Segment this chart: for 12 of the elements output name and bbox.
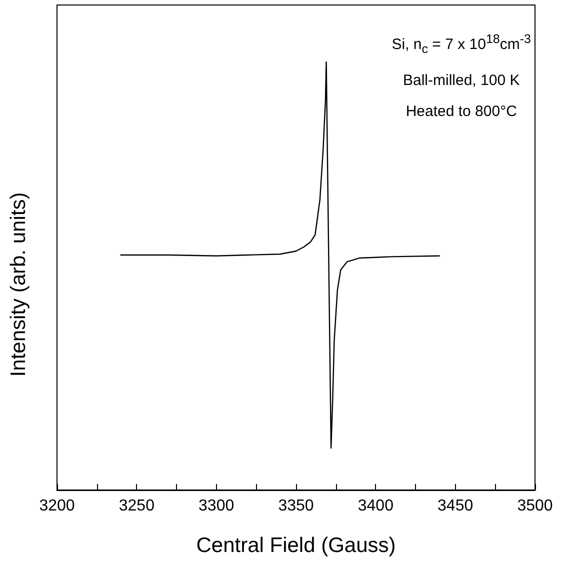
text: Si, n$_{c}$ = 7 x 10$^{18}$cm$^{-3}$ — [392, 31, 531, 58]
y-axis-title: Intensity (arb. units) — [7, 192, 30, 377]
x-tick-label: 3300 — [198, 498, 234, 514]
x-tick-label: 3500 — [517, 498, 553, 514]
x-tick-label: 3400 — [358, 498, 394, 514]
x-tick-label: 3250 — [118, 498, 155, 514]
x-axis-title: Central Field (Gauss) — [196, 534, 396, 557]
x-tick-label: 3450 — [438, 498, 474, 514]
annotation: Heated to 800°C — [404, 102, 518, 122]
annotation: Ball-milled, 100 K — [402, 71, 521, 91]
x-tick-label: 3350 — [278, 498, 314, 514]
x-tick-label: 3200 — [39, 498, 75, 514]
